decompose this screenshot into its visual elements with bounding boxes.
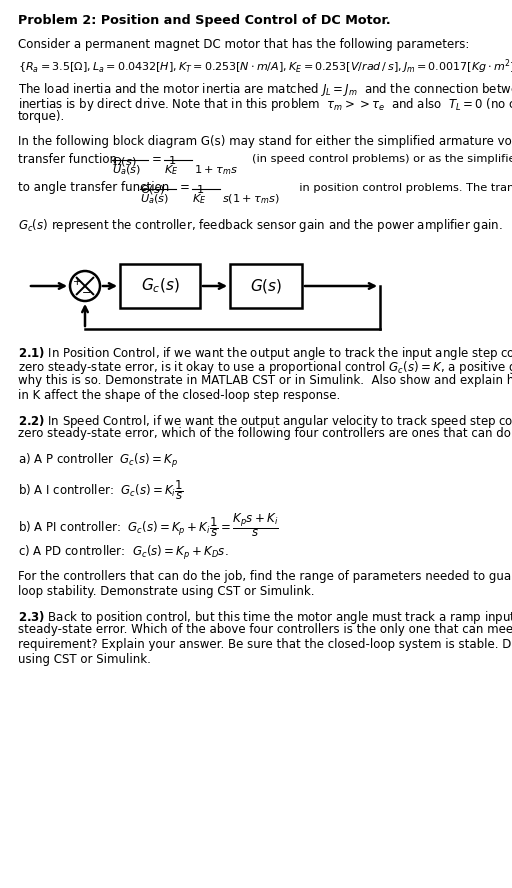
- Text: $s(1 + \tau_m s)$: $s(1 + \tau_m s)$: [222, 192, 280, 206]
- Text: (in speed control problems) or as the simplified armature voltage: (in speed control problems) or as the si…: [252, 155, 512, 164]
- Text: In the following block diagram G(s) may stand for either the simplified armature: In the following block diagram G(s) may …: [18, 135, 512, 148]
- Text: $G_c(s)$: $G_c(s)$: [141, 277, 179, 295]
- Text: =: =: [152, 153, 162, 166]
- Text: $K_E$: $K_E$: [192, 192, 206, 206]
- Text: b) A I controller:  $G_c(s) = K_i \dfrac{1}{s}$: b) A I controller: $G_c(s) = K_i \dfrac{…: [18, 479, 184, 503]
- Text: c) A PD controller:  $G_c(s) = K_p + K_D s$.: c) A PD controller: $G_c(s) = K_p + K_D …: [18, 543, 228, 561]
- Text: zero steady-state error, which of the following four controllers are ones that c: zero steady-state error, which of the fo…: [18, 427, 512, 440]
- Text: Problem 2: Position and Speed Control of DC Motor.: Problem 2: Position and Speed Control of…: [18, 14, 391, 27]
- Text: $G(s)$: $G(s)$: [250, 277, 282, 295]
- Text: $1$: $1$: [168, 155, 176, 167]
- Text: $\mathbf{2.2)}$ In Speed Control, if we want the output angular velocity to trac: $\mathbf{2.2)}$ In Speed Control, if we …: [18, 413, 512, 430]
- Text: b) A PI controller:  $G_c(s) = K_p + K_i \dfrac{1}{s} = \dfrac{K_p s + K_i}{s}$: b) A PI controller: $G_c(s) = K_p + K_i …: [18, 511, 279, 539]
- Text: The load inertia and the motor inertia are matched $J_L = J_m$  and the connecti: The load inertia and the motor inertia a…: [18, 82, 512, 99]
- Text: $1$: $1$: [196, 183, 204, 195]
- Text: $\mathbf{2.1)}$ In Position Control, if we want the output angle to track the in: $\mathbf{2.1)}$ In Position Control, if …: [18, 345, 512, 362]
- Text: transfer function: transfer function: [18, 153, 117, 166]
- Bar: [230, 264, 302, 308]
- Text: loop stability. Demonstrate using CST or Simulink.: loop stability. Demonstrate using CST or…: [18, 584, 314, 598]
- Text: $\{R_a = 3.5[\Omega], L_a = 0.0432[H], K_T = 0.253[N \cdot m / A], K_E = 0.253[V: $\{R_a = 3.5[\Omega], L_a = 0.0432[H], K…: [18, 57, 512, 75]
- Text: using CST or Simulink.: using CST or Simulink.: [18, 653, 151, 665]
- Text: $\Theta(s)$: $\Theta(s)$: [140, 183, 165, 196]
- Text: requirement? Explain your answer. Be sure that the closed-loop system is stable.: requirement? Explain your answer. Be sur…: [18, 638, 512, 651]
- Text: −: −: [82, 288, 92, 298]
- Text: $U_a(s)$: $U_a(s)$: [140, 192, 169, 206]
- Text: $G_c(s)$ represent the controller, feedback sensor gain and the power amplifier : $G_c(s)$ represent the controller, feedb…: [18, 217, 503, 234]
- Text: in K affect the shape of the closed-loop step response.: in K affect the shape of the closed-loop…: [18, 389, 340, 401]
- Text: $1 + \tau_m s$: $1 + \tau_m s$: [194, 163, 238, 178]
- Text: a) A P controller  $G_c(s) = K_p$: a) A P controller $G_c(s) = K_p$: [18, 452, 178, 470]
- Text: For the controllers that can do the job, find the range of parameters needed to : For the controllers that can do the job,…: [18, 570, 512, 583]
- Text: $U_a(s)$: $U_a(s)$: [112, 163, 141, 177]
- Text: =: =: [180, 181, 190, 194]
- Text: $K_E$: $K_E$: [164, 163, 179, 178]
- Text: why this is so. Demonstrate in MATLAB CST or in Simulink.  Also show and explain: why this is so. Demonstrate in MATLAB CS…: [18, 374, 512, 387]
- Text: zero steady-state error, is it okay to use a proportional control $G_c(s) = K$, : zero steady-state error, is it okay to u…: [18, 360, 512, 377]
- Text: in position control problems. The transfer function: in position control problems. The transf…: [292, 183, 512, 193]
- Text: Consider a permanent magnet DC motor that has the following parameters:: Consider a permanent magnet DC motor tha…: [18, 38, 470, 52]
- Text: +: +: [73, 277, 81, 287]
- Bar: [120, 264, 200, 308]
- Text: to angle transfer function: to angle transfer function: [18, 181, 169, 194]
- Text: $\mathbf{2.3)}$ Back to position control, but this time the motor angle must tra: $\mathbf{2.3)}$ Back to position control…: [18, 609, 512, 626]
- Text: inertias is by direct drive. Note that in this problem  $\tau_m >> \tau_e$  and : inertias is by direct drive. Note that i…: [18, 96, 512, 113]
- Text: steady-state error. Which of the above four controllers is the only one that can: steady-state error. Which of the above f…: [18, 623, 512, 637]
- Text: torque).: torque).: [18, 110, 65, 123]
- Text: $\Omega(s)$: $\Omega(s)$: [112, 155, 137, 168]
